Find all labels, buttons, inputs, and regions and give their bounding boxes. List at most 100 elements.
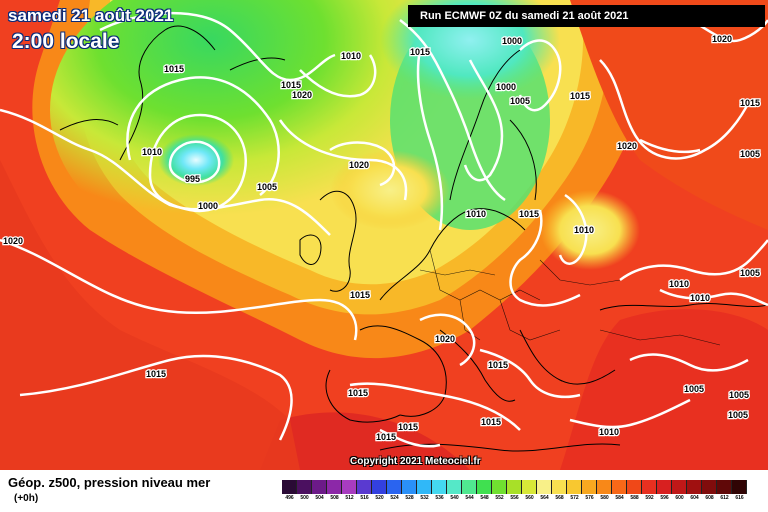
pressure-label: 1000: [496, 82, 516, 92]
scale-swatch: [717, 480, 732, 494]
red-east: [560, 309, 768, 470]
yellow-ridge: [330, 150, 450, 230]
pressure-label: 1020: [292, 90, 312, 100]
scale-tick: 540: [450, 495, 459, 501]
pressure-label: 1005: [257, 182, 277, 192]
scale-tick: 568: [555, 495, 564, 501]
scale-tick: 588: [630, 495, 639, 501]
scale-swatch: [657, 480, 672, 494]
color-scale: [282, 480, 747, 494]
scale-swatch: [582, 480, 597, 494]
scale-swatch: [537, 480, 552, 494]
pressure-label: 1015: [376, 432, 396, 442]
yellow-east: [540, 190, 640, 270]
scale-swatch: [522, 480, 537, 494]
pressure-label: 1015: [281, 80, 301, 90]
scale-tick: 544: [465, 495, 474, 501]
scale-tick: 592: [645, 495, 654, 501]
scale-tick: 532: [420, 495, 429, 501]
scale-tick: 604: [690, 495, 699, 501]
pressure-label: 1010: [466, 209, 486, 219]
pressure-label: 1020: [617, 141, 637, 151]
scale-swatch: [327, 480, 342, 494]
pressure-label: 1010: [341, 51, 361, 61]
scale-swatch: [552, 480, 567, 494]
scale-tick: 600: [675, 495, 684, 501]
scale-swatch: [312, 480, 327, 494]
red-med: [260, 412, 470, 470]
scale-tick: 512: [345, 495, 354, 501]
pressure-label: 1015: [519, 209, 539, 219]
scale-tick: 556: [510, 495, 519, 501]
pressure-label: 1015: [740, 98, 760, 108]
scale-tick: 520: [375, 495, 384, 501]
forecast-time: 2:00 locale: [12, 30, 120, 53]
scale-swatch: [627, 480, 642, 494]
scale-swatch: [702, 480, 717, 494]
scale-tick: 552: [495, 495, 504, 501]
run-info: Run ECMWF 0Z du samedi 21 août 2021: [408, 5, 765, 27]
pressure-label: 1020: [349, 160, 369, 170]
scale-swatch: [687, 480, 702, 494]
legend-footer: Géop. z500, pression niveau mer (+0h) 49…: [0, 470, 768, 512]
scale-tick: 500: [300, 495, 309, 501]
scale-tick: 504: [315, 495, 324, 501]
pressure-label: 1005: [729, 390, 749, 400]
scale-swatch: [642, 480, 657, 494]
scale-tick: 608: [705, 495, 714, 501]
pressure-label: 1015: [398, 422, 418, 432]
scale-swatch: [417, 480, 432, 494]
scale-swatch: [462, 480, 477, 494]
pressure-label: 1010: [669, 279, 689, 289]
pressure-label: 995: [185, 174, 200, 184]
pressure-label: 1005: [740, 268, 760, 278]
scale-tick: 584: [615, 495, 624, 501]
scale-tick: 616: [735, 495, 744, 501]
pressure-label: 1010: [690, 293, 710, 303]
legend-title: Géop. z500, pression niveau mer: [8, 475, 211, 490]
pressure-label: 1005: [728, 410, 748, 420]
scale-swatch: [432, 480, 447, 494]
scale-tick: 596: [660, 495, 669, 501]
scale-swatch: [672, 480, 687, 494]
scale-tick: 524: [390, 495, 399, 501]
pressure-label: 1010: [599, 427, 619, 437]
scale-swatch: [357, 480, 372, 494]
scale-swatch: [567, 480, 582, 494]
scale-tick: 516: [360, 495, 369, 501]
scale-tick: 572: [570, 495, 579, 501]
pressure-labels: 1015 1010 1015 1020 1015 1000 1000 1005 …: [2, 33, 762, 444]
scale-swatch: [297, 480, 312, 494]
pressure-label: 1015: [146, 369, 166, 379]
pressure-label: 1015: [164, 64, 184, 74]
pressure-label: 1020: [435, 334, 455, 344]
pressure-label: 1015: [570, 91, 590, 101]
scale-tick: 560: [525, 495, 534, 501]
copyright: Copyright 2021 Meteociel.fr: [350, 456, 481, 467]
borders: [419, 249, 721, 346]
scale-tick: 496: [285, 495, 294, 501]
scale-swatch: [732, 480, 747, 494]
scale-swatch: [492, 480, 507, 494]
scale-swatch: [477, 480, 492, 494]
scale-swatch: [282, 480, 297, 494]
scale-swatch: [507, 480, 522, 494]
orange-east: [570, 0, 768, 230]
scale-tick: 612: [720, 495, 729, 501]
color-scale-ticks: 496 500 504 508 512 516 520 524 528 532 536 540 544 5…: [282, 495, 747, 501]
red-west: [0, 160, 300, 470]
scale-swatch: [372, 480, 387, 494]
scale-tick: 548: [480, 495, 489, 501]
scale-tick: 576: [585, 495, 594, 501]
pressure-label: 1005: [684, 384, 704, 394]
pressure-label: 1020: [712, 34, 732, 44]
scale-tick: 580: [600, 495, 609, 501]
pressure-label: 1000: [198, 201, 218, 211]
pressure-label: 1015: [488, 360, 508, 370]
scale-tick: 508: [330, 495, 339, 501]
coastlines: [59, 25, 768, 452]
scale-swatch: [597, 480, 612, 494]
pressure-label: 1005: [740, 149, 760, 159]
pressure-label: 1020: [3, 236, 23, 246]
